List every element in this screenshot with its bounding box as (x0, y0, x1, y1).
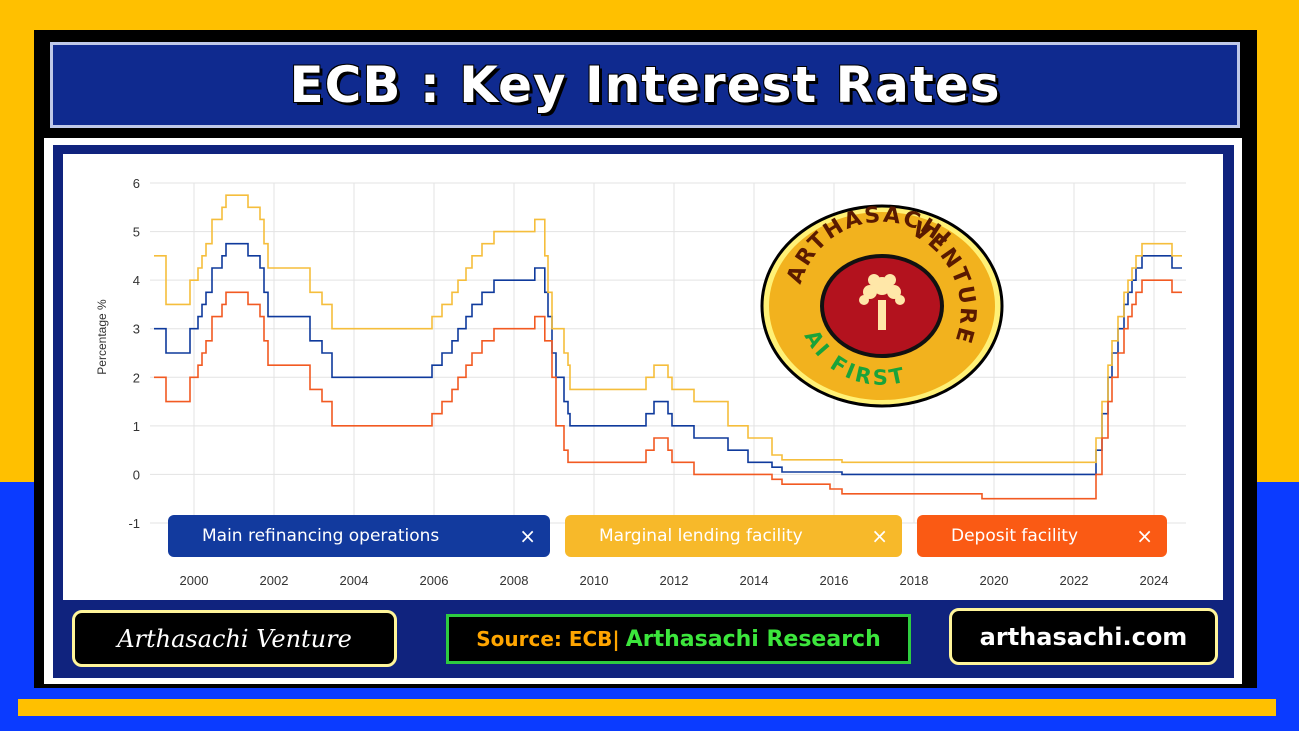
legend-item-deposit-facility[interactable]: Deposit facility × (917, 515, 1167, 557)
series-line-2 (154, 279, 1182, 500)
x-tick-label: 2014 (740, 573, 769, 588)
x-tick-label: 2016 (820, 573, 849, 588)
y-axis-label: Percentage % (95, 299, 109, 375)
x-tick-label: 2018 (900, 573, 929, 588)
close-icon[interactable]: × (1136, 524, 1153, 548)
tree-icon (859, 274, 905, 330)
arthasachi-logo: ARTHASACHI VENTURE AI FIRST (760, 204, 1004, 408)
y-tick-label: 1 (133, 419, 140, 434)
y-tick-label: 6 (133, 176, 140, 191)
x-tick-label: 2006 (420, 573, 449, 588)
website-box[interactable]: arthasachi.com (949, 608, 1218, 665)
legend-label: Main refinancing operations (202, 526, 440, 546)
source-prefix: Source: ECB| (476, 627, 620, 651)
x-tick-label: 2020 (980, 573, 1009, 588)
y-tick-label: 4 (133, 273, 140, 288)
source-box: Source: ECB| Arthasachi Research (446, 614, 911, 664)
y-tick-label: 5 (133, 225, 140, 240)
series-line-1 (154, 194, 1182, 464)
y-tick-label: -1 (128, 516, 140, 531)
x-tick-label: 2000 (180, 573, 209, 588)
close-icon[interactable]: × (871, 524, 888, 548)
x-tick-label: 2002 (260, 573, 289, 588)
y-tick-label: 0 (133, 467, 140, 482)
legend-item-marginal-lending[interactable]: Marginal lending facility × (565, 515, 902, 557)
x-tick-label: 2008 (500, 573, 529, 588)
legend-label: Deposit facility (951, 526, 1079, 546)
x-tick-label: 2004 (340, 573, 369, 588)
website-link[interactable]: arthasachi.com (979, 622, 1188, 651)
source-suffix: Arthasachi Research (625, 626, 881, 652)
bottom-strip (18, 699, 1276, 716)
brand-box: Arthasachi Venture (72, 610, 397, 667)
x-tick-label: 2024 (1140, 573, 1169, 588)
y-tick-label: 2 (133, 370, 140, 385)
title-banner: ECB : Key Interest Rates (50, 42, 1240, 128)
y-tick-label: 3 (133, 322, 140, 337)
page-title: ECB : Key Interest Rates (289, 56, 1001, 114)
x-tick-label: 2012 (660, 573, 689, 588)
x-tick-label: 2022 (1060, 573, 1089, 588)
close-icon[interactable]: × (519, 524, 536, 548)
legend-label: Marginal lending facility (599, 526, 803, 546)
legend-item-main-refinancing[interactable]: Main refinancing operations × (168, 515, 550, 557)
x-tick-label: 2010 (580, 573, 609, 588)
brand-name: Arthasachi Venture (117, 624, 352, 653)
